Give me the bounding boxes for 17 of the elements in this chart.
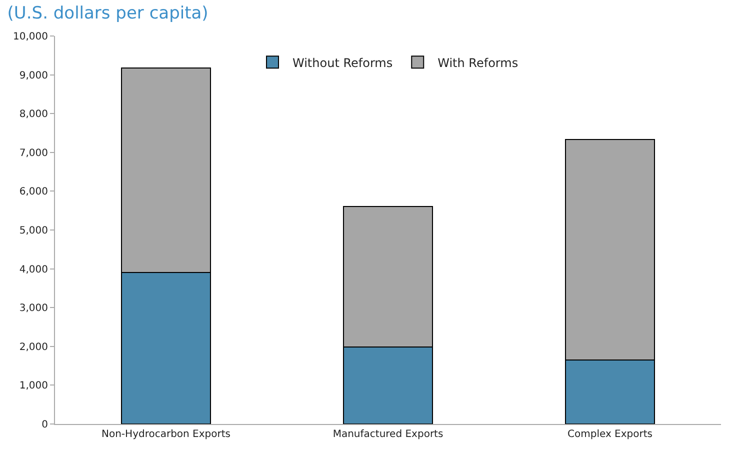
- y-tick-label: 1,000: [19, 380, 48, 392]
- x-tick-label: Non-Hydrocarbon Exports: [101, 429, 231, 440]
- y-tick-label: 7,000: [19, 148, 48, 159]
- y-tick-label: 5,000: [19, 226, 48, 236]
- y-tick-label: 4,000: [19, 264, 48, 276]
- x-tick-label: Manufactured Exports: [332, 429, 444, 440]
- legend-label: Without Reforms: [292, 56, 393, 70]
- chart-title: (U.S. dollars per capita): [7, 4, 208, 24]
- x-tick-label: Complex Exports: [568, 429, 652, 440]
- y-tick-label: 10,000: [13, 32, 48, 42]
- y-tick-label: 9,000: [19, 70, 48, 82]
- y-tick-label: 3,000: [19, 303, 48, 314]
- y-tick-label: 6,000: [19, 186, 48, 198]
- y-tick-label: 0: [42, 420, 48, 430]
- legend-label: With Reforms: [438, 56, 518, 70]
- y-tick-label: 8,000: [19, 109, 48, 120]
- y-tick-label: 2,000: [19, 342, 48, 353]
